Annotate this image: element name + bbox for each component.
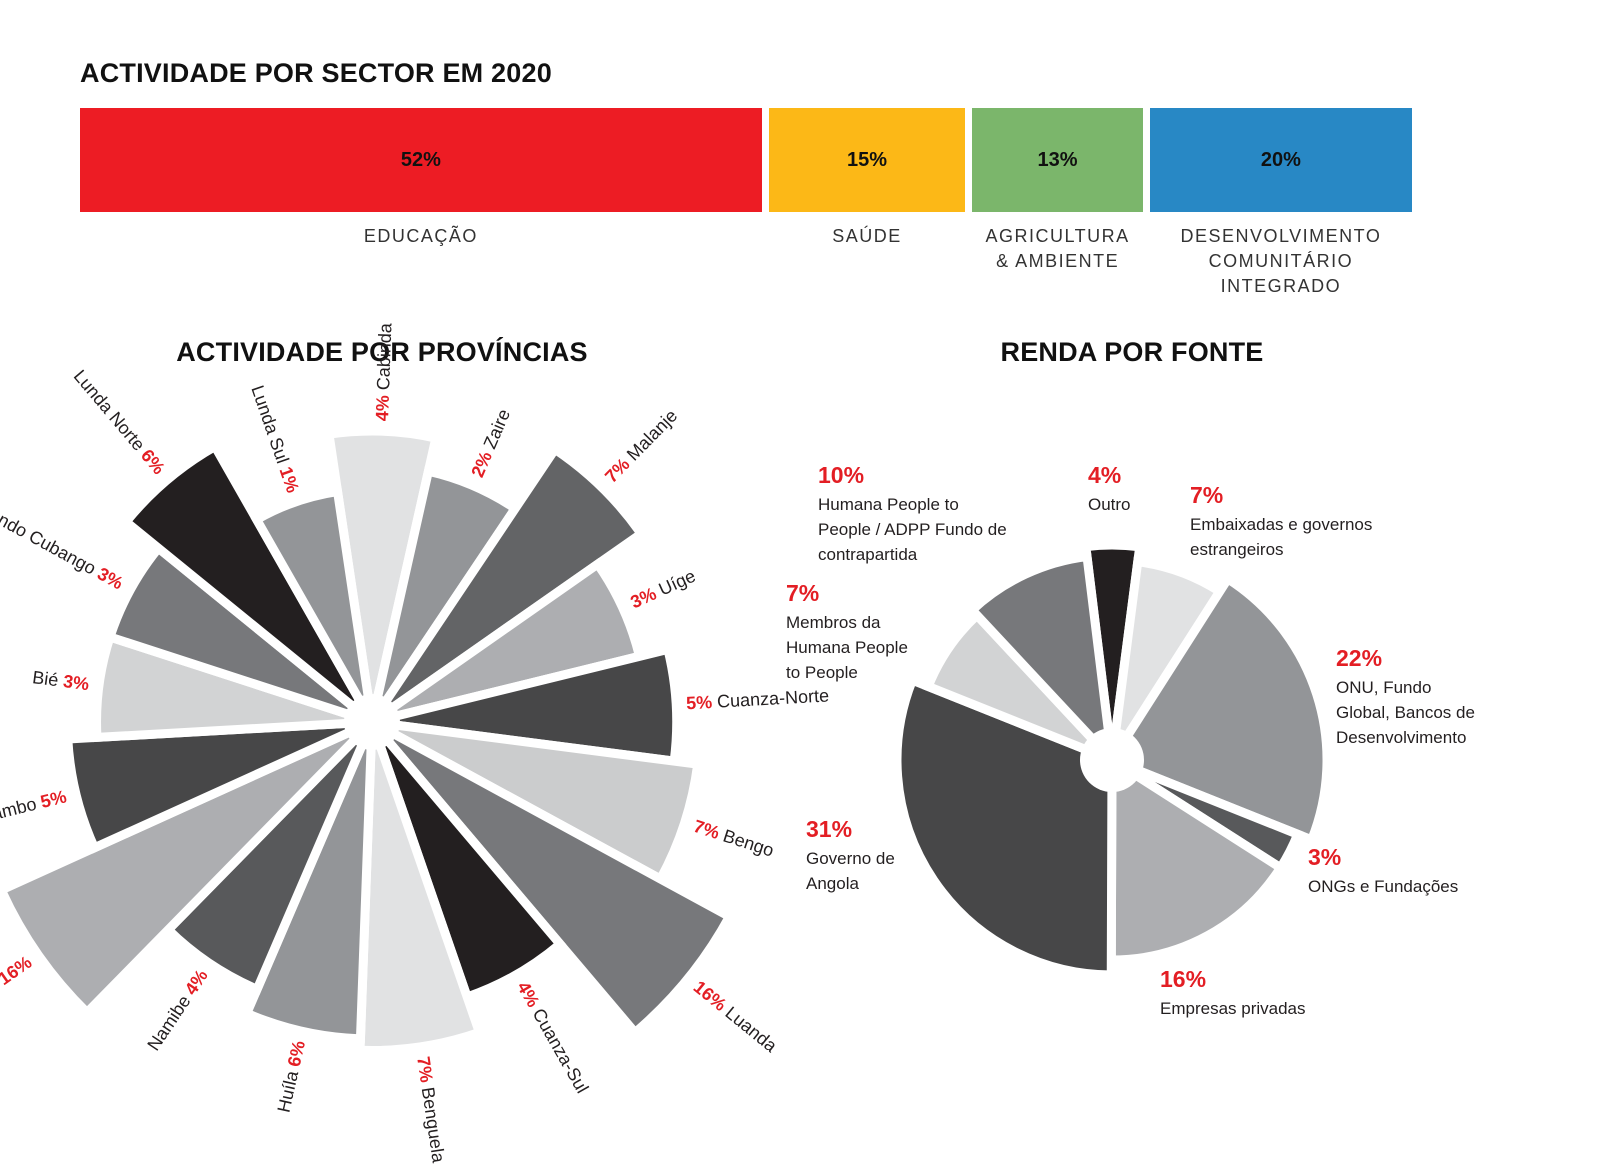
income-source-label: Embaixadas e governos estrangeiros xyxy=(1190,515,1373,559)
income-pct-label: 22% xyxy=(1336,645,1383,671)
province-slice xyxy=(119,440,376,726)
sector-category-label: SAÚDE xyxy=(832,226,902,246)
province-label: Namibe 4% xyxy=(143,966,211,1054)
province-label: Lunda Norte 6% xyxy=(70,366,169,478)
income-slice xyxy=(1105,572,1332,846)
province-label: Lunda Sul 1% xyxy=(248,383,304,495)
province-slice xyxy=(250,486,377,725)
income-pct-label: 16% xyxy=(1160,966,1207,992)
province-label: 2% Zaire xyxy=(467,406,514,480)
province-label: 3% Uíge xyxy=(627,565,698,612)
income-center-hole xyxy=(1080,728,1144,792)
income-source-label: ONU, Fundo Global, Bancos de Desenvolvim… xyxy=(1336,678,1475,747)
income-slice xyxy=(1106,751,1287,965)
province-slice xyxy=(368,442,648,726)
provinces-chart-title: ACTIVIDADE POR PROVÍNCIAS xyxy=(176,337,588,367)
income-source-label: Humana People to People / ADPP Fundo de … xyxy=(818,495,1007,564)
income-source-label: Membros da Humana People to People xyxy=(786,613,908,682)
province-label: Bié 3% xyxy=(31,667,90,694)
sector-category-label: AGRICULTURA & AMBIENTE xyxy=(985,226,1130,271)
sector-bar-segment: 15% xyxy=(768,108,966,212)
province-label: 16% Luanda xyxy=(690,977,782,1057)
income-slice xyxy=(965,551,1119,774)
income-pct-label: 3% xyxy=(1308,844,1342,870)
sector-value-label: 52% xyxy=(400,148,441,171)
income-source-label: Empresas privadas xyxy=(1160,999,1306,1018)
income-pct-label: 4% xyxy=(1088,462,1122,488)
sector-chart-title: ACTIVIDADE POR SECTOR EM 2020 xyxy=(80,58,552,88)
sector-value-label: 13% xyxy=(1037,148,1078,171)
province-slice xyxy=(0,717,376,1019)
province-center-hole xyxy=(344,694,400,750)
province-label: 5% Cuanza-Norte xyxy=(686,685,830,713)
province-slice xyxy=(323,426,442,723)
sector-bar-segment: 52% xyxy=(80,108,762,212)
income-source-label: ONGs e Fundações xyxy=(1308,877,1459,896)
province-slice xyxy=(368,718,736,1039)
income-source-label: Governo de Angola xyxy=(806,849,895,893)
province-label: Huambo 5% xyxy=(0,786,68,829)
province-label: Cuando Cubango 3% xyxy=(0,493,127,593)
income-pct-label: 7% xyxy=(786,580,820,606)
income-pct-label: 31% xyxy=(806,816,853,842)
income-source-label: Outro xyxy=(1088,495,1131,514)
province-slice xyxy=(355,720,486,1055)
income-pct-label: 7% xyxy=(1190,482,1224,508)
province-label: 7% Benguela xyxy=(413,1055,449,1165)
income-chart-title: RENDA POR FONTE xyxy=(1000,337,1264,367)
sector-bar-segment: 13% xyxy=(972,108,1143,212)
province-slice xyxy=(63,717,374,854)
sector-value-label: 15% xyxy=(847,148,888,171)
sector-category-label: EDUCAÇÃO xyxy=(363,226,478,246)
province-label: 4% Cuanza-Sul xyxy=(513,978,592,1097)
province-label: Cunene 16% xyxy=(0,952,35,1028)
sector-category-label: DESENVOLVIMENTO COMUNITÁRIO INTEGRADO xyxy=(1180,226,1382,296)
province-label: Huíla 6% xyxy=(273,1039,309,1115)
income-pct-label: 10% xyxy=(818,462,865,488)
sector-value-label: 20% xyxy=(1260,148,1301,171)
province-label: 7% Malanje xyxy=(601,405,681,486)
province-label: 7% Bengo xyxy=(691,816,776,861)
income-slice xyxy=(892,674,1117,980)
sector-bar-segment: 20% xyxy=(1149,108,1412,212)
province-label: 4% Cabinda xyxy=(372,322,396,422)
